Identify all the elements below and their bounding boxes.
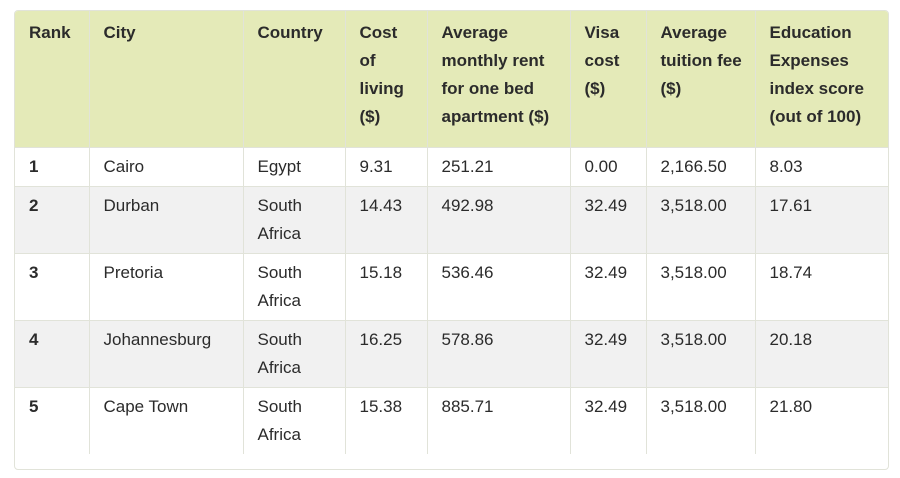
data-table: Rank City Country Cost of living ($) Ave… [15,11,888,454]
cell-tuition-fee: 3,518.00 [646,185,756,253]
education-expenses-table: Rank City Country Cost of living ($) Ave… [14,10,889,470]
cell-city: Cairo [89,146,244,186]
cell-city: Johannesburg [89,319,244,387]
cell-city: Durban [89,185,244,253]
cell-average-rent: 536.46 [427,252,571,320]
cell-rank: 3 [15,252,90,320]
cell-average-rent: 578.86 [427,319,571,387]
cell-cost-of-living: 15.18 [345,252,428,320]
header-tuition-fee: Average tuition fee ($) [646,11,756,147]
cell-tuition-fee: 2,166.50 [646,146,756,186]
cell-visa-cost: 0.00 [570,146,647,186]
cell-country: South Africa [243,252,346,320]
cell-education-index: 21.80 [755,386,888,454]
cell-city: Pretoria [89,252,244,320]
cell-visa-cost: 32.49 [570,185,647,253]
cell-average-rent: 251.21 [427,146,571,186]
header-average-rent: Average monthly rent for one bed apartme… [427,11,571,147]
header-city: City [89,11,244,147]
table-header-row: Rank City Country Cost of living ($) Ave… [15,11,888,147]
header-cost-of-living: Cost of living ($) [345,11,428,147]
cell-tuition-fee: 3,518.00 [646,252,756,320]
cell-rank: 1 [15,146,90,186]
cell-visa-cost: 32.49 [570,252,647,320]
header-education-index: Education Expenses index score (out of 1… [755,11,888,147]
cell-country: Egypt [243,146,346,186]
table-row: 4 Johannesburg South Africa 16.25 578.86… [15,319,888,387]
header-country: Country [243,11,346,147]
cell-country: South Africa [243,319,346,387]
cell-country: South Africa [243,185,346,253]
cell-education-index: 20.18 [755,319,888,387]
header-visa-cost: Visa cost ($) [570,11,647,147]
cell-visa-cost: 32.49 [570,386,647,454]
cell-education-index: 18.74 [755,252,888,320]
cell-average-rent: 492.98 [427,185,571,253]
cell-rank: 4 [15,319,90,387]
cell-cost-of-living: 15.38 [345,386,428,454]
table-row: 5 Cape Town South Africa 15.38 885.71 32… [15,386,888,454]
cell-average-rent: 885.71 [427,386,571,454]
cell-rank: 2 [15,185,90,253]
cell-tuition-fee: 3,518.00 [646,386,756,454]
cell-cost-of-living: 9.31 [345,146,428,186]
table-row: 1 Cairo Egypt 9.31 251.21 0.00 2,166.50 … [15,146,888,186]
cell-education-index: 17.61 [755,185,888,253]
cell-visa-cost: 32.49 [570,319,647,387]
cell-city: Cape Town [89,386,244,454]
table-row: 3 Pretoria South Africa 15.18 536.46 32.… [15,252,888,320]
cell-education-index: 8.03 [755,146,888,186]
cell-tuition-fee: 3,518.00 [646,319,756,387]
cell-country: South Africa [243,386,346,454]
header-rank: Rank [15,11,90,147]
cell-cost-of-living: 16.25 [345,319,428,387]
table-row: 2 Durban South Africa 14.43 492.98 32.49… [15,185,888,253]
cell-rank: 5 [15,386,90,454]
cell-cost-of-living: 14.43 [345,185,428,253]
